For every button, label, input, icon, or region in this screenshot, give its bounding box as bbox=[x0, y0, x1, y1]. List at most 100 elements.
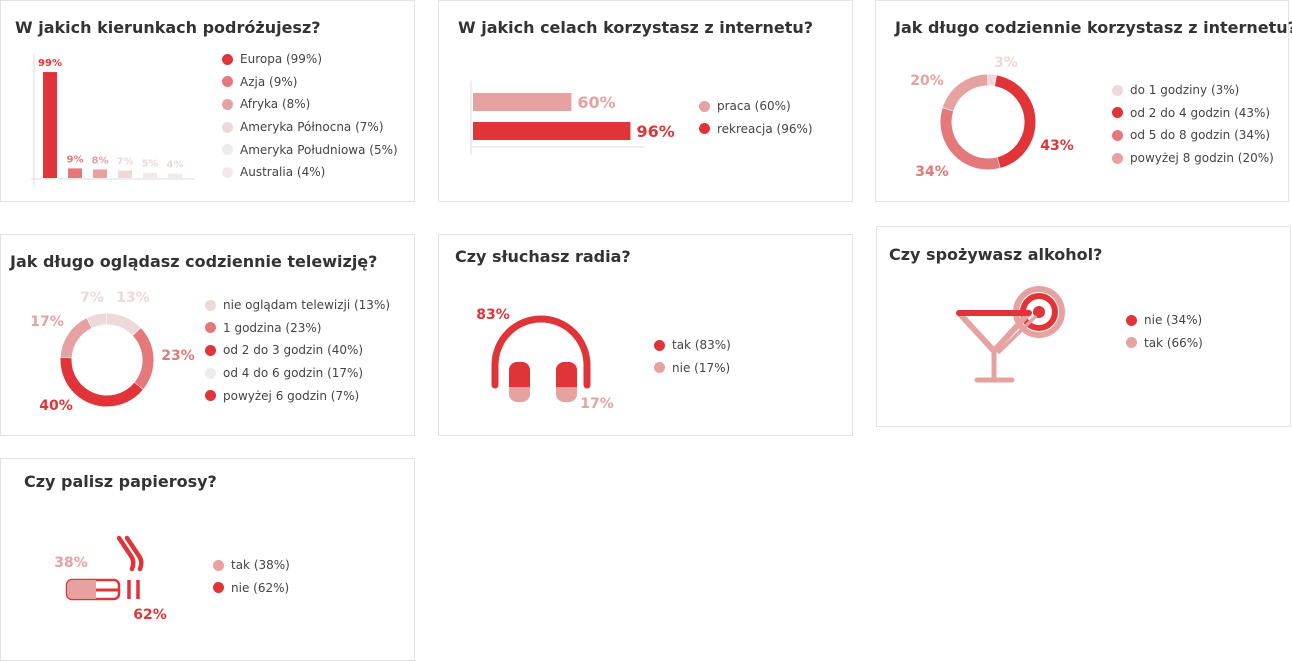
slice-value-label: 13% bbox=[116, 290, 150, 306]
legend-internet-time: do 1 godziny (3%) od 2 do 4 godzin (43%) o… bbox=[1112, 79, 1274, 169]
cigarette-chart-smoking: 38% 62% bbox=[54, 535, 167, 623]
legend-swatch bbox=[213, 582, 224, 594]
smoke-right bbox=[124, 535, 144, 572]
legend-swatch bbox=[1112, 129, 1123, 141]
legend-item: tak (38%) bbox=[213, 554, 290, 577]
bar-value-label: 96% bbox=[636, 122, 674, 141]
legend-label: Ameryka Południowa (5%) bbox=[240, 142, 398, 157]
bar bbox=[168, 173, 182, 178]
legend-item: Ameryka Południowa (5%) bbox=[222, 138, 398, 161]
donut-slice bbox=[87, 313, 107, 328]
legend-swatch bbox=[1112, 152, 1123, 164]
donut-slice bbox=[987, 74, 997, 87]
chart-title: Czy spożywasz alkohol? bbox=[889, 245, 1103, 264]
target-center bbox=[1033, 306, 1045, 318]
bar bbox=[43, 72, 57, 178]
bar-value-label: 5% bbox=[142, 159, 159, 170]
legend-label: 1 godzina (23%) bbox=[223, 320, 322, 335]
legend-label: Afryka (8%) bbox=[240, 97, 311, 112]
legend-label: nie oglądam telewizji (13%) bbox=[223, 298, 391, 313]
legend-radio: tak (83%) nie (17%) bbox=[654, 334, 731, 379]
legend-item: Australia (4%) bbox=[222, 161, 398, 184]
donut-slice bbox=[994, 75, 1036, 168]
donut-slice bbox=[106, 313, 141, 336]
legend-item: nie (62%) bbox=[213, 577, 290, 600]
headphones-chart-radio: 83% 17% bbox=[476, 307, 614, 412]
bar-value-label: 9% bbox=[67, 154, 84, 165]
legend-swatch bbox=[222, 53, 233, 65]
slice-value-label: 34% bbox=[915, 164, 949, 180]
legend-label: Ameryka Północna (7%) bbox=[240, 120, 384, 135]
legend-swatch bbox=[205, 390, 216, 402]
legend-item: rekreacja (96%) bbox=[699, 118, 813, 141]
legend-internet-purpose: praca (60%) rekreacja (96%) bbox=[699, 95, 813, 140]
legend-item: od 2 do 3 godzin (40%) bbox=[205, 339, 390, 362]
cocktail-straw bbox=[997, 315, 1037, 354]
legend-item: nie (17%) bbox=[654, 357, 731, 380]
legend-swatch bbox=[1126, 337, 1137, 349]
chart-title: Czy palisz papierosy? bbox=[24, 472, 217, 491]
legend-swatch bbox=[699, 123, 710, 135]
legend-swatch bbox=[1112, 107, 1123, 119]
slice-value-label: 20% bbox=[910, 73, 944, 89]
legend-label: rekreacja (96%) bbox=[717, 121, 813, 136]
card-internet-time: Jak długo codziennie korzystasz z intern… bbox=[875, 0, 1292, 202]
slice-value-label: 7% bbox=[80, 290, 104, 306]
legend-directions: Europa (99%) Azja (9%) Afryka (8%) Ameryka … bbox=[222, 48, 398, 184]
legend-item: Ameryka Północna (7%) bbox=[222, 116, 398, 139]
legend-swatch bbox=[222, 144, 233, 156]
legend-item: 1 godzina (23%) bbox=[205, 317, 390, 340]
donut-slice bbox=[942, 74, 988, 111]
legend-item: Azja (9%) bbox=[222, 71, 398, 94]
legend-item: od 2 do 4 godzin (43%) bbox=[1112, 102, 1274, 125]
value-label-tak: 83% bbox=[476, 307, 510, 323]
bar bbox=[473, 122, 631, 140]
legend-swatch bbox=[222, 166, 233, 178]
chart-title: W jakich celach korzystasz z internetu? bbox=[458, 18, 814, 37]
card-travel-directions: W jakich kierunkach podróżujesz? 99% 9% 8%… bbox=[0, 0, 415, 202]
legend-label: od 4 do 6 godzin (17%) bbox=[223, 366, 364, 381]
headphones-left-fill bbox=[509, 362, 530, 387]
legend-alcohol: nie (34%) tak (66%) bbox=[1126, 309, 1203, 354]
legend-swatch bbox=[222, 98, 233, 110]
legend-item: tak (66%) bbox=[1126, 332, 1203, 355]
donut-slice bbox=[60, 318, 92, 359]
bar bbox=[473, 93, 572, 111]
bar bbox=[93, 169, 107, 178]
value-label-nie: 62% bbox=[133, 607, 167, 623]
card-radio: Czy słuchasz radia? 83% 17% tak (83%) nie … bbox=[438, 234, 853, 436]
bar-value-label: 4% bbox=[167, 160, 184, 171]
donut-slice bbox=[940, 108, 1000, 170]
legend-label: nie (17%) bbox=[672, 360, 731, 375]
legend-label: Europa (99%) bbox=[240, 52, 323, 67]
bar-value-label: 99% bbox=[38, 58, 62, 69]
legend-label: tak (66%) bbox=[1144, 335, 1203, 350]
hbar-chart-internet-purpose: 60% 96% bbox=[470, 81, 675, 155]
legend-label: powyżej 6 godzin (7%) bbox=[223, 388, 360, 403]
bar bbox=[118, 170, 132, 178]
cocktail-chart-alcohol bbox=[956, 286, 1065, 383]
legend-label: tak (83%) bbox=[672, 338, 731, 353]
donut-slice bbox=[132, 328, 154, 390]
chart-title: Jak długo oglądasz codziennie telewizję? bbox=[10, 252, 378, 271]
legend-item: nie oglądam telewizji (13%) bbox=[205, 294, 390, 317]
bar-value-label: 60% bbox=[577, 93, 615, 112]
legend-label: od 2 do 3 godzin (40%) bbox=[223, 343, 364, 358]
legend-label: tak (38%) bbox=[231, 558, 290, 573]
legend-item: od 5 do 8 godzin (34%) bbox=[1112, 124, 1274, 147]
legend-item: Afryka (8%) bbox=[222, 93, 398, 116]
legend-item: powyżej 6 godzin (7%) bbox=[205, 384, 390, 407]
bar-value-label: 7% bbox=[117, 157, 134, 168]
legend-label: do 1 godziny (3%) bbox=[1130, 83, 1240, 98]
chart-title: W jakich kierunkach podróżujesz? bbox=[15, 18, 321, 37]
legend-swatch bbox=[699, 100, 710, 112]
legend-swatch bbox=[205, 367, 216, 379]
bar bbox=[143, 172, 157, 178]
legend-swatch bbox=[205, 322, 216, 334]
slice-value-label: 3% bbox=[994, 55, 1018, 71]
bar bbox=[68, 168, 82, 178]
card-internet-purpose: W jakich celach korzystasz z internetu? … bbox=[438, 0, 853, 202]
legend-item: praca (60%) bbox=[699, 95, 813, 118]
legend-swatch bbox=[222, 121, 233, 133]
legend-label: powyżej 8 godzin (20%) bbox=[1130, 151, 1274, 166]
